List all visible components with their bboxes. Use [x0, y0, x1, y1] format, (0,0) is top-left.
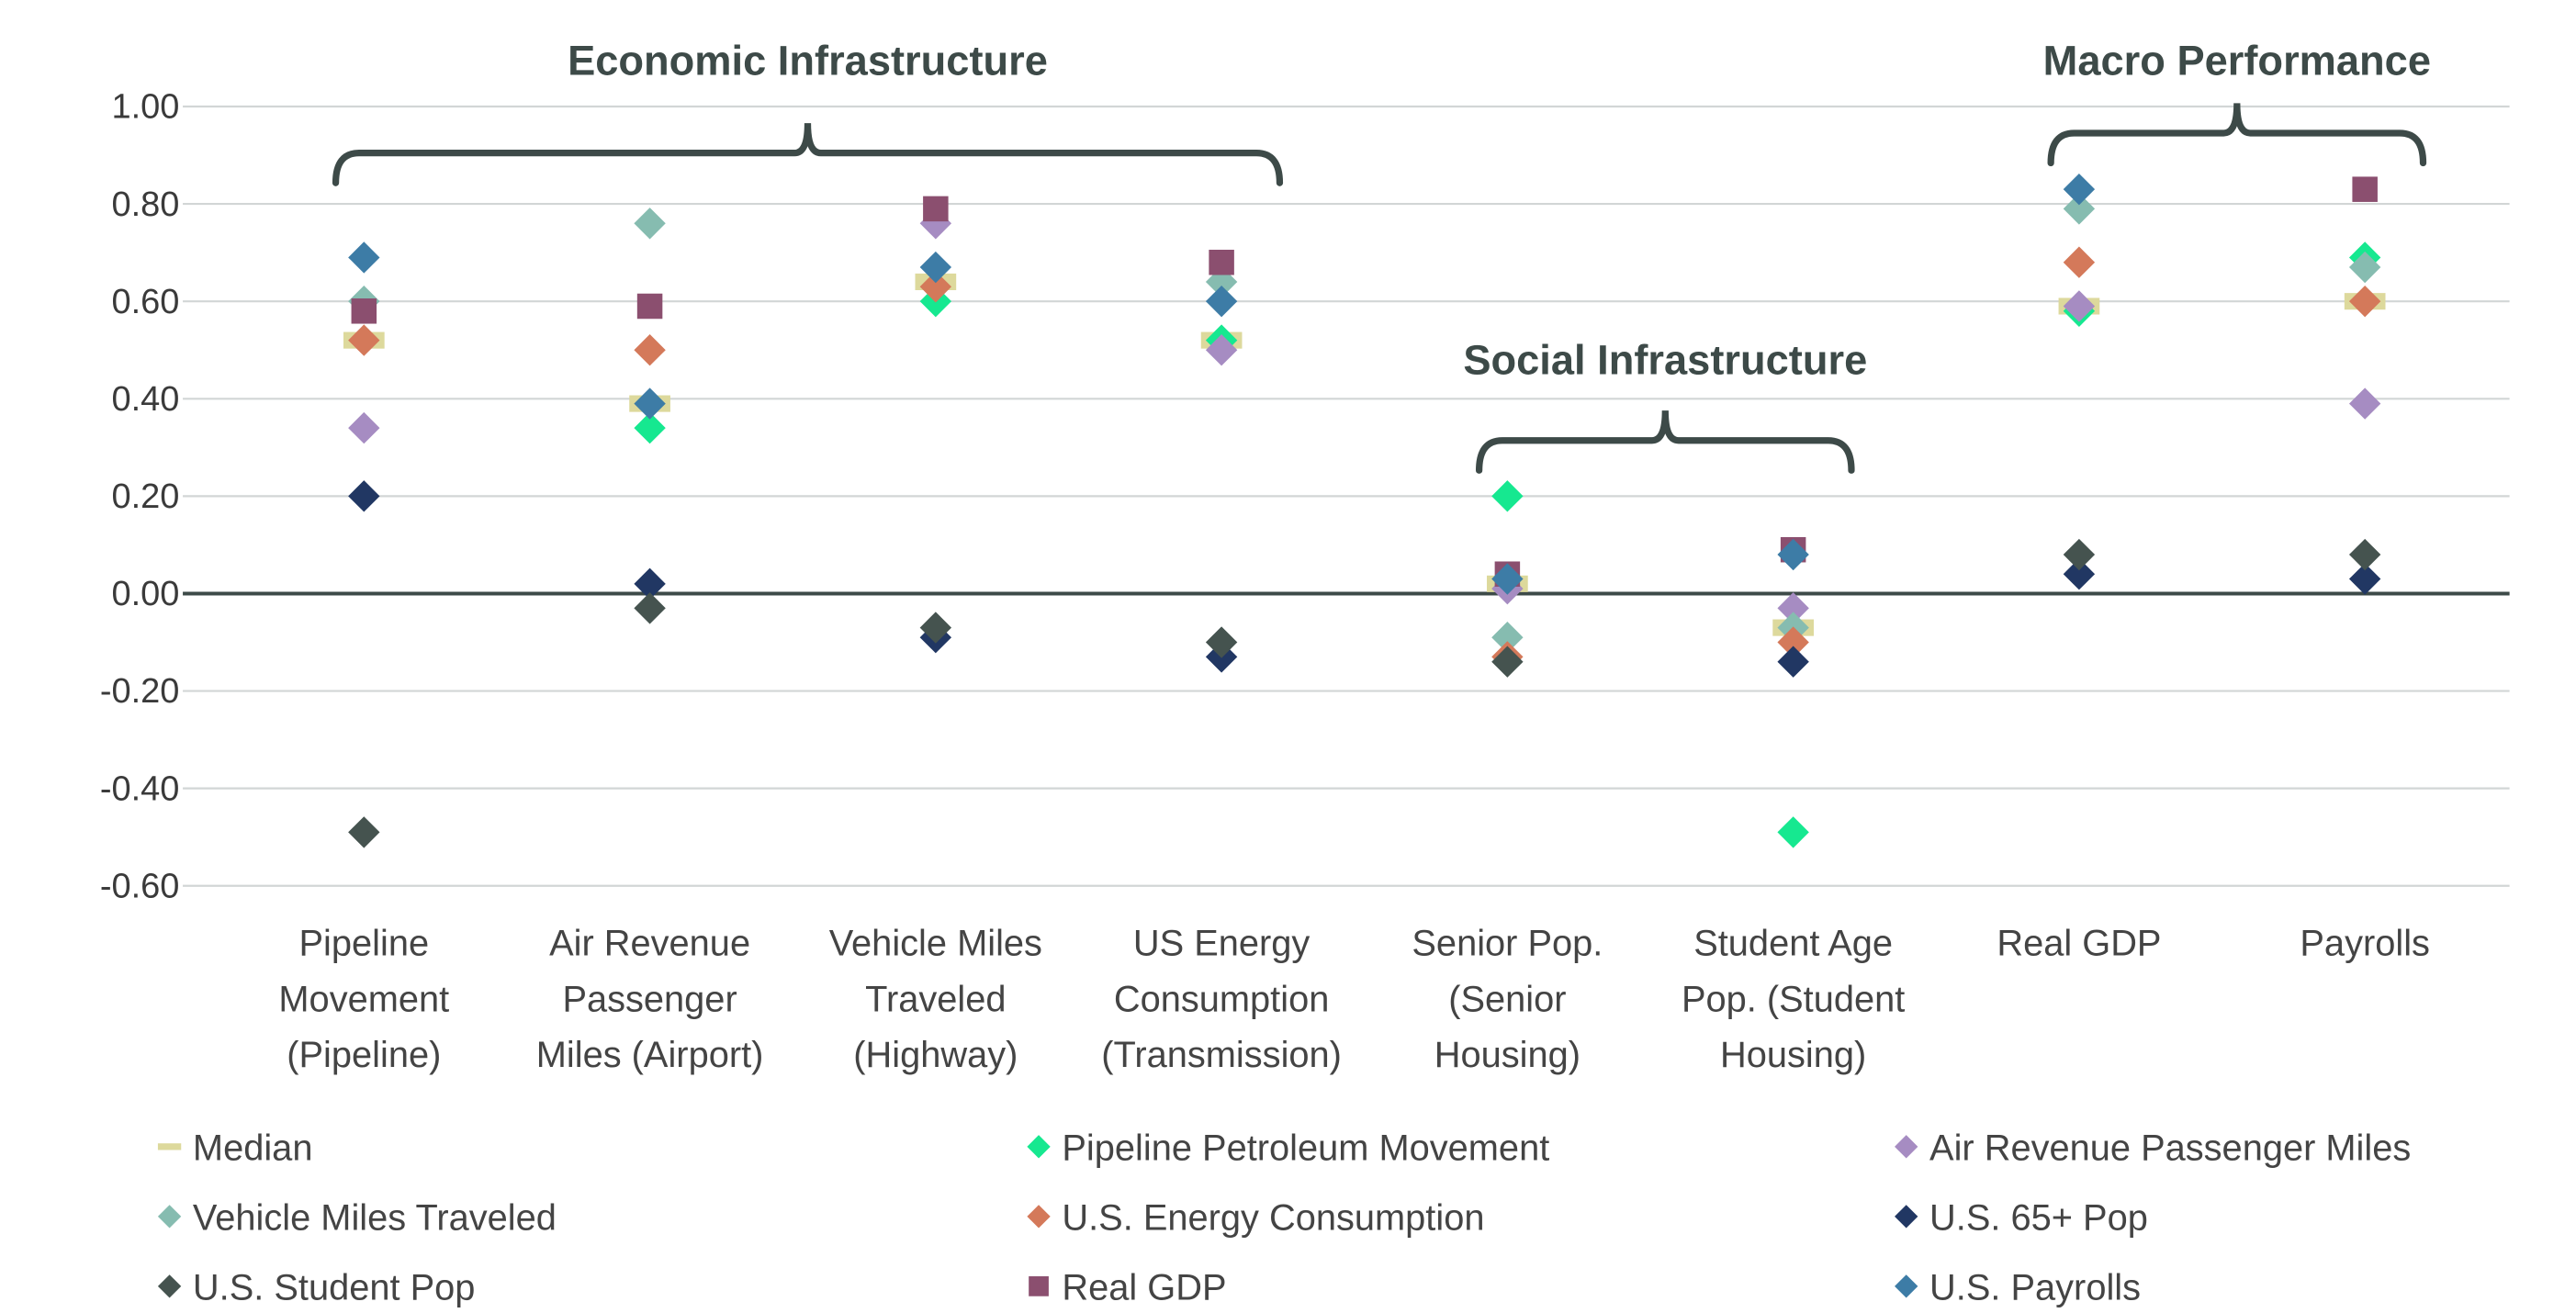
point-u-s-student-pop	[1491, 645, 1524, 678]
point-u-s-student-pop	[1205, 626, 1238, 658]
legend-swatch	[1027, 1205, 1051, 1229]
point-u-s-payrolls	[1777, 538, 1809, 571]
group-bracket	[1475, 410, 1855, 474]
y-tick-label: 0.80	[111, 185, 179, 224]
x-category-label: (Highway)	[853, 1035, 1018, 1075]
x-category-label: (Senior	[1448, 979, 1566, 1019]
point-u-s-energy-consumption	[1777, 626, 1809, 658]
point-u-s-energy-consumption	[2063, 246, 2096, 278]
point-pipeline-petroleum-movement	[634, 411, 666, 444]
point-air-revenue-passenger-miles	[1205, 334, 1238, 366]
point-u-s-payrolls	[634, 387, 666, 420]
point-vehicle-miles-traveled	[2348, 251, 2381, 284]
point-u-s-energy-consumption	[634, 334, 666, 366]
point-u-s-payrolls	[919, 251, 952, 284]
y-tick-label: 0.00	[111, 575, 179, 613]
x-category-label: (Transmission)	[1101, 1035, 1342, 1075]
point-air-revenue-passenger-miles	[1777, 592, 1809, 624]
point-u-s-payrolls	[1205, 285, 1238, 318]
x-category-label: Vehicle Miles	[829, 924, 1042, 964]
group-brackets: Economic Infrastructure Social Infrastruc…	[332, 38, 2431, 474]
x-category-label: Student Age	[1693, 924, 1893, 964]
x-category-label: Passenger	[562, 979, 737, 1019]
group-label: Social Infrastructure	[1463, 336, 1867, 383]
legend-swatch	[157, 1274, 182, 1298]
x-category-label: Movement	[278, 979, 449, 1019]
y-tick-label: 0.60	[111, 283, 179, 321]
legend-swatch	[1895, 1274, 1918, 1298]
legend-swatch	[157, 1205, 182, 1229]
x-category-label: Pipeline	[299, 924, 430, 964]
legend: Median Pipeline Petroleum Movement Air Rev…	[157, 1128, 2411, 1307]
point-real-gdp	[923, 196, 949, 222]
point-u-s-energy-consumption	[919, 271, 952, 303]
point-real-gdp	[2352, 176, 2378, 202]
point-real-gdp	[351, 298, 377, 324]
legend-label: U.S. 65+ Pop	[1929, 1197, 2148, 1238]
point-u-s-student-pop	[348, 816, 380, 848]
point-vehicle-miles-traveled	[634, 208, 666, 240]
x-category-label: Miles (Airport)	[536, 1035, 764, 1075]
legend-swatch	[1895, 1135, 1918, 1159]
legend-label: U.S. Payrolls	[1929, 1267, 2141, 1307]
point-air-revenue-passenger-miles	[348, 411, 380, 444]
x-category-label: Payrolls	[2300, 924, 2430, 964]
x-category-label: Consumption	[1114, 979, 1330, 1019]
x-category-label: Air Revenue	[549, 924, 750, 964]
y-tick-label: 1.00	[111, 88, 179, 127]
y-tick-label: 0.40	[111, 380, 179, 419]
group-bracket	[2047, 103, 2427, 167]
group-label: Macro Performance	[2043, 38, 2431, 84]
group-bracket	[332, 123, 1284, 186]
legend-label: Real GDP	[1062, 1267, 1226, 1307]
data-points	[343, 173, 2386, 848]
legend-label: Pipeline Petroleum Movement	[1062, 1128, 1549, 1168]
x-category-label: Real GDP	[1997, 924, 2161, 964]
y-tick-label: -0.20	[100, 672, 180, 711]
point-u-s-student-pop	[2063, 538, 2096, 571]
point-u-s-65-pop	[1777, 645, 1809, 678]
legend-label: U.S. Student Pop	[193, 1267, 476, 1307]
point-u-s-student-pop	[634, 592, 666, 624]
y-tick-label: -0.60	[100, 867, 180, 905]
point-u-s-energy-consumption	[2348, 285, 2381, 318]
point-u-s-65-pop	[2063, 558, 2096, 590]
gridlines	[183, 105, 2510, 887]
y-tick-label: -0.40	[100, 769, 180, 808]
point-real-gdp	[636, 293, 663, 320]
point-pipeline-petroleum-movement	[1777, 816, 1809, 848]
x-category-label: Pop. (Student	[1682, 979, 1905, 1019]
point-u-s-payrolls	[348, 241, 380, 274]
x-category-label: Senior Pop.	[1412, 924, 1603, 964]
x-category-label: Housing)	[1434, 1035, 1580, 1075]
legend-label: Vehicle Miles Traveled	[193, 1197, 557, 1238]
point-real-gdp	[1209, 249, 1234, 275]
legend-label: Air Revenue Passenger Miles	[1929, 1128, 2411, 1168]
x-category-label: Housing)	[1720, 1035, 1866, 1075]
x-category-label: (Pipeline)	[287, 1035, 441, 1075]
point-pipeline-petroleum-movement	[1491, 480, 1524, 512]
legend-label: U.S. Energy Consumption	[1062, 1197, 1484, 1238]
x-axis-categories: Pipeline Movement (Pipeline) Air Revenue Pas…	[278, 924, 2430, 1075]
group-label: Economic Infrastructure	[568, 38, 1048, 84]
point-u-s-65-pop	[2348, 563, 2381, 595]
legend-swatch	[1027, 1135, 1051, 1159]
legend-label: Median	[193, 1128, 313, 1168]
legend-swatch	[157, 1143, 182, 1150]
point-air-revenue-passenger-miles	[2348, 387, 2381, 420]
point-u-s-student-pop	[2348, 538, 2381, 571]
point-u-s-65-pop	[348, 480, 380, 512]
y-axis-ticks: 1.00 0.80 0.60 0.40 0.20 0.00 -0.20 -0.40 -0.60	[100, 88, 180, 906]
legend-swatch	[1895, 1205, 1918, 1229]
x-category-label: US Energy	[1133, 924, 1310, 964]
point-air-revenue-passenger-miles	[2063, 290, 2096, 322]
point-u-s-payrolls	[2063, 173, 2096, 206]
point-vehicle-miles-traveled	[2063, 193, 2096, 225]
point-u-s-energy-consumption	[348, 324, 380, 356]
legend-swatch	[1029, 1276, 1049, 1296]
y-tick-label: 0.20	[111, 477, 179, 516]
x-category-label: Traveled	[865, 979, 1006, 1019]
